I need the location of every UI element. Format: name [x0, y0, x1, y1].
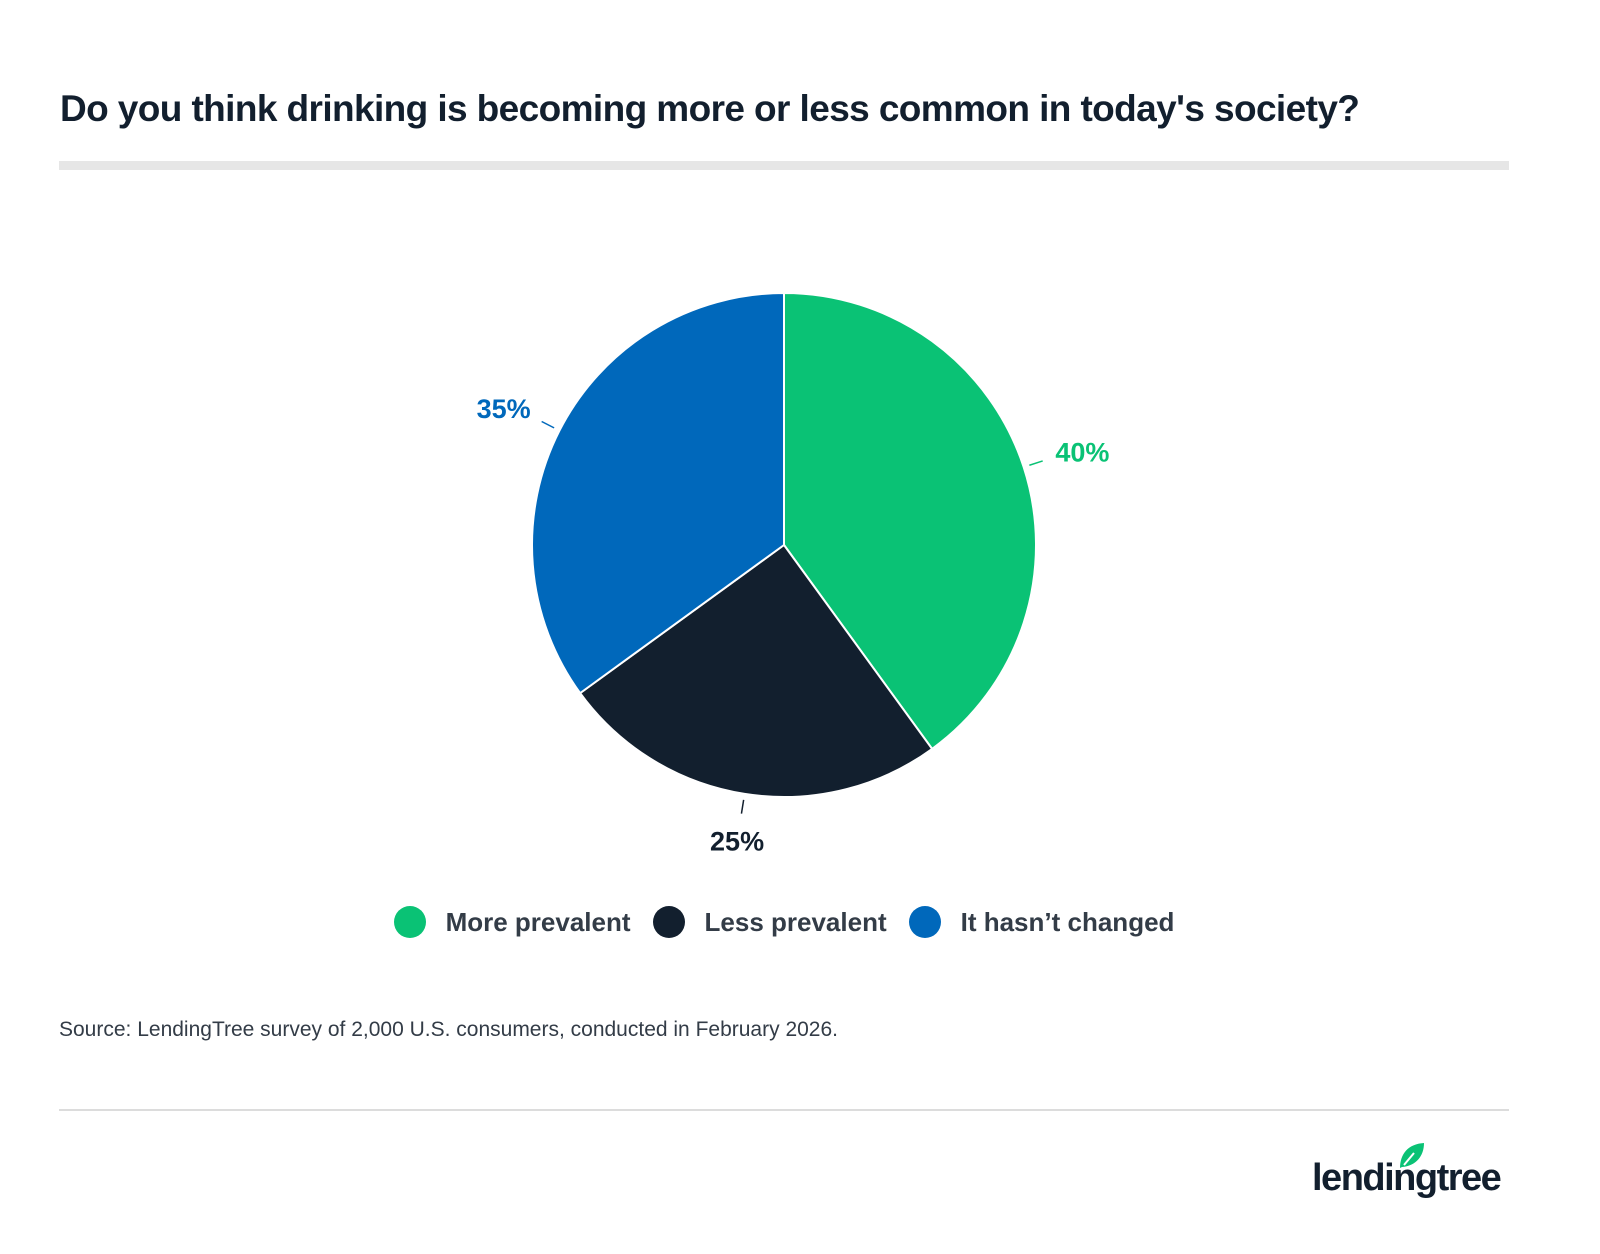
lendingtree-logo: lendingtree [1312, 1143, 1502, 1199]
legend: More prevalent Less prevalent It hasn’t … [0, 906, 1568, 938]
legend-swatch [393, 906, 426, 938]
source-note: Source: LendingTree survey of 2,000 U.S.… [59, 1018, 838, 1041]
data-label-less-prevalent: 25% [710, 826, 764, 856]
pie-slice-more-prevalent [783, 291, 1037, 751]
label-connector [740, 799, 745, 814]
legend-item-unchanged: It hasn’t changed [908, 906, 1175, 938]
title-divider [59, 161, 1509, 170]
chart-title: Do you think drinking is becoming more o… [60, 88, 1360, 129]
label-connector [1029, 460, 1043, 466]
svg-text:lendingtree: lendingtree [1312, 1157, 1501, 1199]
pie-slice-unchanged [531, 291, 785, 695]
data-label-more-prevalent: 40% [1055, 437, 1109, 467]
legend-item-more-prevalent: More prevalent [393, 906, 631, 938]
pie-slice-less-prevalent [578, 543, 934, 798]
bottom-divider [59, 1109, 1509, 1111]
legend-swatch [908, 906, 941, 938]
pie-chart: 40% 25% 35% [477, 291, 1109, 856]
legend-item-less-prevalent: Less prevalent [652, 906, 887, 938]
data-label-unchanged: 35% [477, 394, 531, 424]
label-connector [541, 420, 555, 429]
legend-label: More prevalent [445, 906, 631, 937]
legend-label: It hasn’t changed [960, 906, 1175, 937]
legend-label: Less prevalent [704, 906, 887, 937]
legend-swatch [652, 906, 685, 938]
